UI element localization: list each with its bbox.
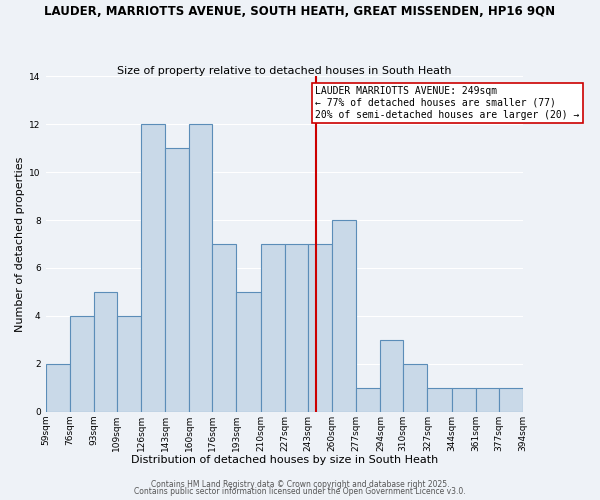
Bar (261, 244, 285, 412)
Text: Contains public sector information licensed under the Open Government Licence v3: Contains public sector information licen… (134, 487, 466, 496)
Bar (236, 292, 261, 412)
Bar (285, 244, 308, 412)
Bar (403, 364, 427, 412)
Bar (356, 388, 380, 411)
Bar (46, 364, 70, 412)
Text: LAUDER MARRIOTTS AVENUE: 249sqm
← 77% of detached houses are smaller (77)
20% of: LAUDER MARRIOTTS AVENUE: 249sqm ← 77% of… (315, 86, 580, 120)
Bar (476, 388, 499, 411)
Text: Contains HM Land Registry data © Crown copyright and database right 2025.: Contains HM Land Registry data © Crown c… (151, 480, 449, 489)
Bar (427, 388, 452, 411)
Bar (380, 340, 403, 411)
Bar (308, 244, 332, 412)
Bar (212, 244, 236, 412)
Bar (70, 316, 94, 412)
Bar (190, 124, 212, 412)
X-axis label: Distribution of detached houses by size in South Heath: Distribution of detached houses by size … (131, 455, 438, 465)
Text: LAUDER, MARRIOTTS AVENUE, SOUTH HEATH, GREAT MISSENDEN, HP16 9QN: LAUDER, MARRIOTTS AVENUE, SOUTH HEATH, G… (44, 5, 556, 18)
Bar (117, 316, 141, 412)
Y-axis label: Number of detached properties: Number of detached properties (15, 156, 25, 332)
Bar (332, 220, 356, 412)
Bar (499, 388, 523, 411)
Bar (141, 124, 165, 412)
Bar (165, 148, 190, 411)
Bar (94, 292, 117, 412)
Bar (452, 388, 476, 411)
Title: Size of property relative to detached houses in South Heath: Size of property relative to detached ho… (117, 66, 451, 76)
